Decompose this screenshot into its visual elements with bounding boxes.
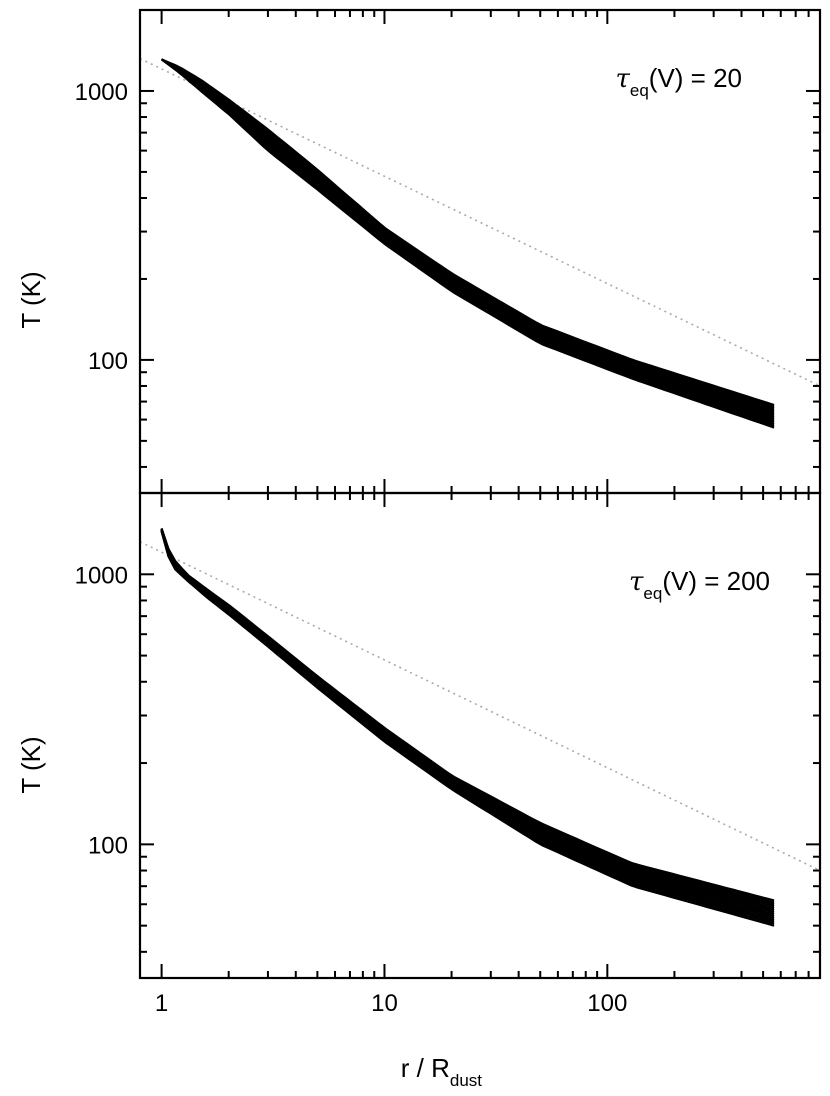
series-curve bbox=[161, 58, 775, 413]
y-ticks bbox=[140, 492, 820, 953]
x-axis-label-subscript: dust bbox=[450, 1071, 482, 1090]
y-tick-label: 100 bbox=[88, 348, 128, 375]
y-tick-label: 1000 bbox=[75, 562, 128, 589]
series-curve bbox=[161, 58, 775, 420]
tau-subscript: eq bbox=[643, 584, 662, 603]
curve-bundle bbox=[160, 527, 775, 927]
tau-value: (V) = 200 bbox=[662, 566, 770, 596]
bottom-panel: 1000 100 T (K) τeq(V) = 200 bbox=[16, 491, 822, 980]
tau-subscript: eq bbox=[630, 81, 649, 100]
x-axis-label: r / Rdust bbox=[401, 1053, 483, 1090]
series-curve bbox=[161, 58, 775, 408]
y-axis-label: T (K) bbox=[16, 736, 46, 793]
x-tick-label: 1 bbox=[155, 990, 168, 1017]
tau-symbol: τ bbox=[629, 567, 644, 597]
series-curve bbox=[161, 58, 775, 406]
x-ticks bbox=[160, 10, 821, 493]
y-axis-label: T (K) bbox=[16, 271, 46, 328]
y-ticks bbox=[140, 9, 820, 468]
series-curve bbox=[160, 58, 775, 427]
plot-frame bbox=[138, 491, 822, 980]
series-curve bbox=[161, 58, 775, 417]
x-ticks bbox=[160, 493, 821, 978]
curve-bundle bbox=[160, 58, 775, 429]
series-curve bbox=[161, 58, 775, 422]
series-curve bbox=[161, 58, 775, 419]
tau-symbol: τ bbox=[615, 64, 630, 94]
series-curve bbox=[161, 58, 775, 415]
tau-annotation: τeq(V) = 20 bbox=[615, 63, 742, 100]
x-tick-labels: 1 10 100 bbox=[155, 990, 627, 1017]
reference-line bbox=[140, 57, 820, 387]
series-curve bbox=[161, 58, 775, 424]
top-panel: 1000 100 T (K) τeq(V) = 20 bbox=[16, 8, 822, 495]
tau-value: (V) = 20 bbox=[649, 63, 742, 93]
y-tick-label: 100 bbox=[88, 832, 128, 859]
y-tick-label: 1000 bbox=[75, 79, 128, 106]
x-tick-label: 100 bbox=[587, 990, 627, 1017]
series-curve bbox=[160, 58, 775, 426]
tau-annotation: τeq(V) = 200 bbox=[629, 566, 770, 603]
series-curve bbox=[160, 58, 775, 429]
series-curve bbox=[161, 58, 775, 412]
series-curve bbox=[160, 527, 775, 902]
series-curve bbox=[161, 58, 775, 410]
x-tick-label: 10 bbox=[371, 990, 398, 1017]
